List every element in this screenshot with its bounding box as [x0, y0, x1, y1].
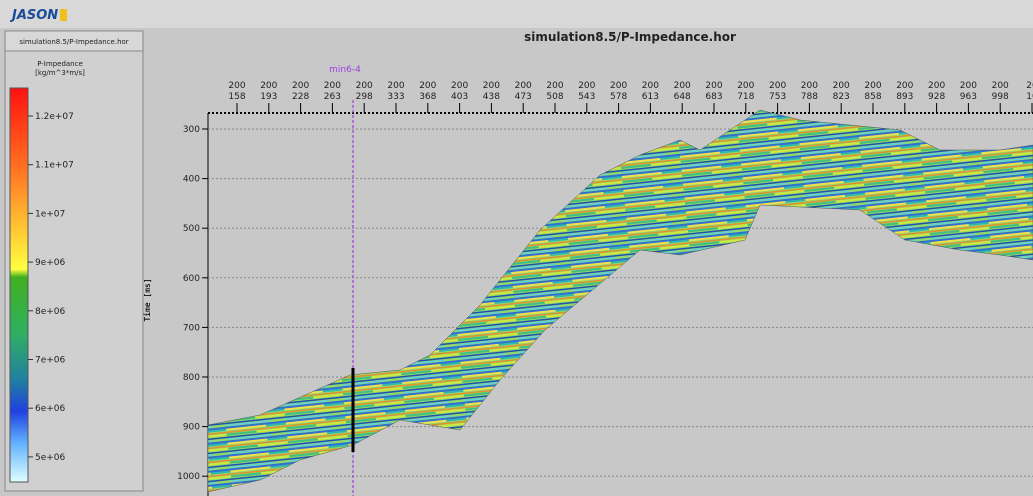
xline-label: 788	[801, 92, 818, 102]
left-panel-title-box	[4, 30, 144, 52]
inline-label: 200	[642, 81, 659, 91]
inline-label: 200	[578, 81, 595, 91]
inline-label: 200	[228, 81, 245, 91]
xline-label: 893	[896, 92, 913, 102]
y-tick-label: 800	[183, 373, 200, 383]
colorbar-tick-label: 1.1e+07	[35, 161, 74, 171]
inline-label: 200	[610, 81, 627, 91]
inline-label: 200	[833, 81, 850, 91]
colorbar-tick-label: 5e+06	[35, 453, 66, 463]
colorbar-title: P-Impedance	[37, 60, 83, 68]
inline-label: 200	[896, 81, 913, 91]
colorbar-tick-label: 9e+06	[35, 258, 66, 268]
inline-label: 200	[769, 81, 786, 91]
inline-label: 200	[515, 81, 532, 91]
y-tick-label: 400	[183, 175, 200, 185]
xline-label: 508	[546, 92, 563, 102]
y-tick-label: 900	[183, 423, 200, 433]
inline-label: 200	[483, 81, 500, 91]
xline-label: 858	[864, 92, 881, 102]
inline-label: 200	[737, 81, 754, 91]
xline-label: 718	[737, 92, 754, 102]
y-tick-label: 700	[183, 323, 200, 333]
inline-label: 200	[356, 81, 373, 91]
inline-label: 200	[705, 81, 722, 91]
colorbar-tick-label: 7e+06	[35, 356, 66, 366]
inline-label: 200	[864, 81, 881, 91]
inline-label: 200	[292, 81, 309, 91]
inline-label: 200	[387, 81, 404, 91]
xline-label: 753	[769, 92, 786, 102]
inline-label: 200	[419, 81, 436, 91]
logo: JASON	[9, 8, 58, 23]
inline-label: 200	[928, 81, 945, 91]
xline-label: 473	[515, 92, 532, 102]
colorbar-unit: [kg/m^3*m/s]	[35, 69, 85, 77]
logo-mark	[60, 9, 67, 21]
xline-label: 193	[260, 92, 277, 102]
left-panel-title: simulation8.5/P-Impedance.hor	[19, 38, 128, 46]
xline-label: 333	[387, 92, 404, 102]
header-bar	[0, 0, 1033, 28]
inline-label: 200	[801, 81, 818, 91]
xline-label: 823	[833, 92, 850, 102]
inline-label: 200	[324, 81, 341, 91]
inline-label: 20	[1026, 81, 1033, 91]
y-tick-label: 1000	[177, 472, 200, 482]
inline-label: 200	[992, 81, 1009, 91]
colorbar-tick-label: 8e+06	[35, 307, 66, 317]
xline-label: 543	[578, 92, 595, 102]
xline-label: 228	[292, 92, 309, 102]
xline-label: 10	[1026, 92, 1033, 102]
inline-label: 200	[674, 81, 691, 91]
colorbar-tick-label: 1e+07	[35, 209, 65, 219]
seismic-section	[207, 109, 1033, 493]
xline-label: 648	[674, 92, 691, 102]
y-axis-label: Time [ms]	[142, 278, 152, 321]
xline-label: 998	[992, 92, 1009, 102]
xline-label: 403	[451, 92, 468, 102]
inline-label: 200	[260, 81, 277, 91]
colorbar-tick-label: 1.2e+07	[35, 112, 74, 122]
y-tick-label: 600	[183, 274, 200, 284]
inline-label: 200	[451, 81, 468, 91]
xline-label: 368	[419, 92, 436, 102]
well-label: min6-4	[329, 65, 361, 75]
y-tick-label: 300	[183, 125, 200, 135]
colorbar-tick-label: 6e+06	[35, 404, 66, 414]
xline-label: 438	[483, 92, 500, 102]
xline-label: 298	[356, 92, 373, 102]
xline-label: 613	[642, 92, 659, 102]
inline-label: 200	[960, 81, 977, 91]
xline-label: 263	[324, 92, 341, 102]
xline-label: 158	[228, 92, 245, 102]
xline-label: 928	[928, 92, 945, 102]
main-title: simulation8.5/P-Impedance.hor	[524, 30, 736, 44]
inline-label: 200	[546, 81, 563, 91]
y-tick-label: 500	[183, 224, 200, 234]
colorbar	[9, 87, 29, 483]
xline-label: 963	[960, 92, 977, 102]
xline-label: 683	[705, 92, 722, 102]
xline-label: 578	[610, 92, 627, 102]
